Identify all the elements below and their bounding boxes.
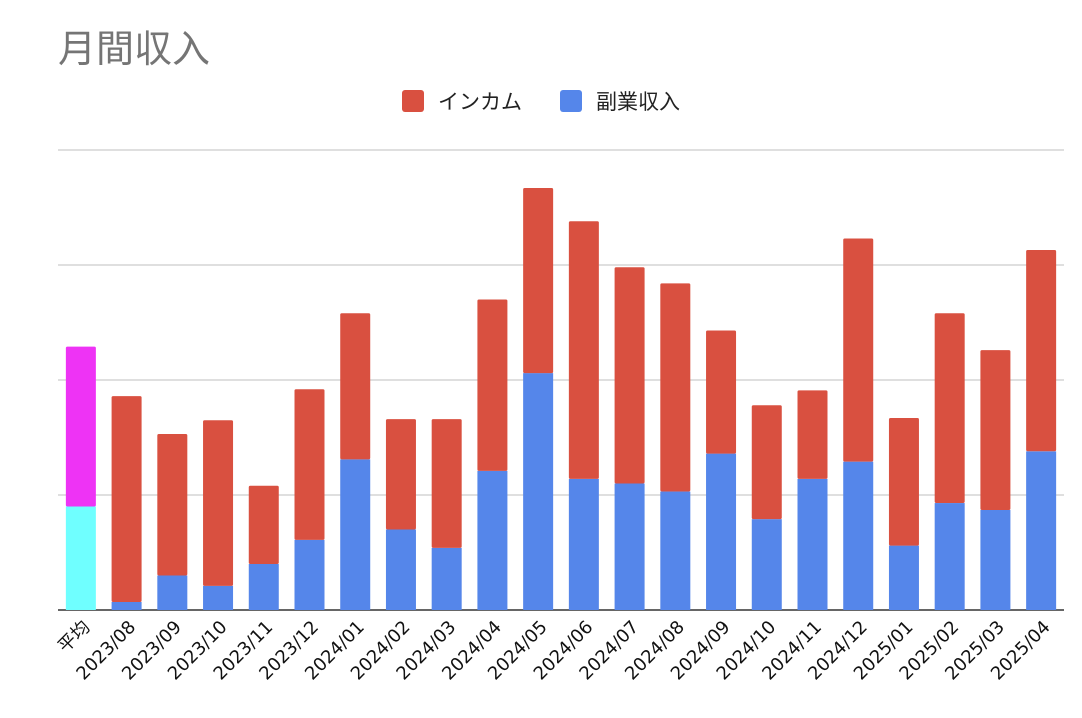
bar-side-income-2025-04[interactable] — [1026, 451, 1057, 610]
bar-income-2025-02[interactable] — [934, 313, 965, 504]
bar-side-income-2024-11[interactable] — [797, 478, 828, 610]
bar-side-income-2024-02[interactable] — [385, 529, 416, 611]
bar-side-income-2024-04[interactable] — [477, 470, 508, 610]
bar-side-income-2024-05[interactable] — [523, 373, 554, 610]
bar-income-2023-11[interactable] — [248, 485, 279, 564]
legend-item-side-income[interactable]: 副業収入 — [560, 86, 680, 116]
bar-side-income-2023-12[interactable] — [294, 539, 325, 610]
bar-side-income-2023-09[interactable] — [157, 575, 188, 611]
bar-income-2024-02[interactable] — [385, 419, 416, 530]
bar-income-2024-07[interactable] — [614, 267, 645, 484]
bar-income-2023-08[interactable] — [111, 396, 142, 602]
bar-side-income-2024-12[interactable] — [843, 461, 874, 610]
bar-side-income-2024-10[interactable] — [751, 519, 782, 610]
bar-side-income-2023-11[interactable] — [248, 564, 279, 610]
bar-side-income-2023-08[interactable] — [111, 601, 142, 610]
bar-income-2023-09[interactable] — [157, 434, 188, 576]
bar-income-2024-06[interactable] — [568, 221, 599, 479]
bar-income-2024-12[interactable] — [843, 238, 874, 462]
bar-income-2024-01[interactable] — [340, 313, 371, 460]
bar-side-income-2024-09[interactable] — [706, 453, 737, 610]
legend-item-income[interactable]: インカム — [402, 86, 522, 116]
x-tick-label: 平均 — [54, 617, 94, 657]
bar-side-income-2025-02[interactable] — [934, 503, 965, 610]
bar-side-income-2024-07[interactable] — [614, 483, 645, 611]
bar-income-2024-11[interactable] — [797, 390, 828, 479]
legend-swatch-income — [402, 90, 424, 112]
bar-income-2025-03[interactable] — [980, 350, 1011, 510]
bar-side-income-2024-01[interactable] — [340, 459, 371, 610]
bar-side-income-平均[interactable] — [65, 506, 96, 611]
bar-income-2024-03[interactable] — [431, 419, 462, 548]
legend: インカム 副業収入 — [0, 86, 1082, 116]
chart-title: 月間収入 — [58, 27, 211, 71]
bar-income-2025-04[interactable] — [1026, 250, 1057, 452]
bar-income-2023-12[interactable] — [294, 389, 325, 540]
bar-side-income-2023-10[interactable] — [203, 585, 234, 610]
bar-side-income-2025-01[interactable] — [888, 545, 919, 610]
bar-side-income-2025-03[interactable] — [980, 509, 1011, 610]
legend-label-income: インカム — [438, 90, 522, 114]
bar-side-income-2024-03[interactable] — [431, 547, 462, 610]
bar-income-2023-10[interactable] — [203, 420, 234, 586]
legend-swatch-side-income — [560, 90, 582, 112]
bar-income-2025-01[interactable] — [888, 417, 919, 546]
bar-side-income-2024-06[interactable] — [568, 478, 599, 610]
bar-income-2024-08[interactable] — [660, 283, 691, 492]
bar-income-2024-10[interactable] — [751, 405, 782, 520]
bar-side-income-2024-08[interactable] — [660, 491, 691, 610]
bar-income-2024-09[interactable] — [706, 330, 737, 454]
x-tick-labels: 平均2023/082023/092023/102023/112023/12202… — [54, 617, 1055, 685]
bars — [65, 187, 1057, 611]
legend-label-side-income: 副業収入 — [596, 90, 680, 114]
bar-income-2024-05[interactable] — [523, 187, 554, 374]
bar-income-2024-04[interactable] — [477, 299, 508, 471]
bar-income-平均[interactable] — [65, 346, 96, 507]
